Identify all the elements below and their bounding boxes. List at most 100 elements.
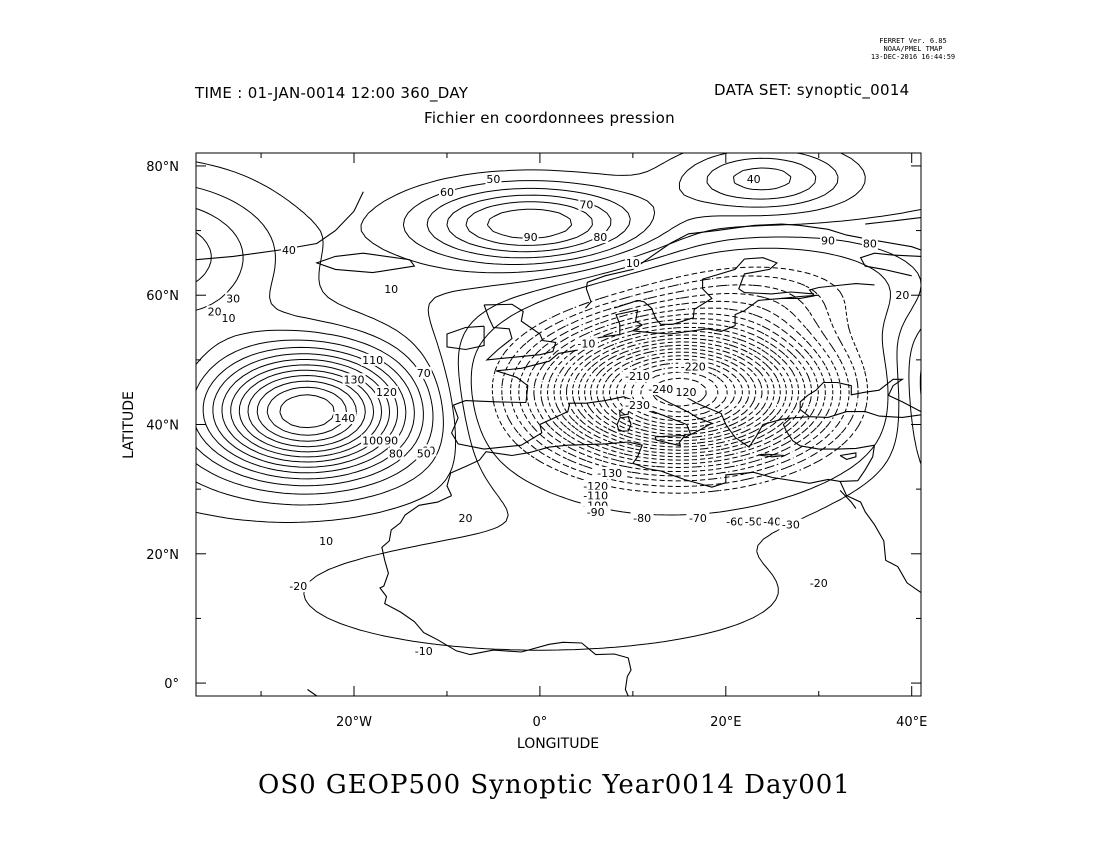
coastline <box>758 453 785 458</box>
coastline <box>859 252 921 277</box>
contour-lines <box>196 153 921 651</box>
contour-label-bg <box>584 505 608 518</box>
contour-label: 90 <box>524 231 538 244</box>
x-tick-label: 40°E <box>896 715 927 730</box>
contour-positive <box>196 153 839 495</box>
coastline <box>196 191 364 261</box>
contour-label-bg <box>206 305 223 318</box>
contour-label-bg <box>415 366 432 379</box>
contour-label: -90 <box>587 506 605 519</box>
contour-label-bg <box>361 434 385 447</box>
contour-positive <box>470 247 891 516</box>
contour-label-bg <box>387 447 404 460</box>
contour-label: 10 <box>319 535 333 548</box>
contour-negative <box>510 284 850 482</box>
contour-label-bg <box>861 237 878 250</box>
contour-negative <box>526 300 834 472</box>
contour-label-bg <box>580 479 611 492</box>
coastline <box>585 223 921 309</box>
contour-label: -120 <box>671 386 696 399</box>
contour-label-bg <box>383 434 400 447</box>
contour-label: -50 <box>745 515 763 528</box>
contour-label: -70 <box>689 512 707 525</box>
axis-ticks: 20°W 0° 20°E 40°E 0° 20°N 40°N 60°N 80°N <box>146 153 927 730</box>
y-tick-label: 20°N <box>146 548 179 563</box>
coastline <box>446 325 485 351</box>
contour-positive <box>279 394 335 429</box>
contour-label: -230 <box>625 399 650 412</box>
coastline <box>315 252 416 274</box>
contour-positive <box>212 208 573 468</box>
contour-positive <box>196 157 817 487</box>
contour-label: 50 <box>417 448 431 461</box>
coastline <box>379 495 632 696</box>
contour-label-bg <box>412 644 436 657</box>
contour-negative <box>501 275 859 487</box>
contour-label-bg <box>820 234 837 247</box>
coastline <box>446 417 876 496</box>
contour-label: 10 <box>384 283 398 296</box>
plot-subtitle: Fichier en coordonnees pression <box>424 109 675 127</box>
contour-label: 140 <box>334 412 355 425</box>
contour-label-bg <box>668 386 699 399</box>
contour-negative <box>547 318 812 461</box>
contour-label-bg <box>622 370 653 383</box>
contour-label-bg <box>760 515 784 528</box>
contour-negative <box>559 326 800 454</box>
contour-label-bg <box>592 231 609 244</box>
contour-label-bg <box>457 512 474 525</box>
contour-positive <box>247 375 366 448</box>
contour-label-bg <box>742 515 766 528</box>
contour-label: -20 <box>289 580 307 593</box>
contour-negative <box>596 348 763 435</box>
contour-label: 100 <box>362 435 383 448</box>
contour-label-bg <box>220 311 237 324</box>
contour-label: 90 <box>821 234 835 247</box>
contour-label: -10 <box>415 645 433 658</box>
y-tick-label: 60°N <box>146 289 179 304</box>
contour-negative <box>640 371 719 413</box>
contour-positive <box>196 153 921 506</box>
contour-label: -30 <box>782 519 800 532</box>
contour-label-bg <box>578 198 595 211</box>
coastlines <box>196 191 921 696</box>
coastline <box>614 257 815 325</box>
y-tick-label: 80°N <box>146 160 179 175</box>
x-tick-label: 20°E <box>710 715 741 730</box>
contour-negative <box>518 293 842 477</box>
dataset-label: DATA SET: synoptic_0014 <box>714 81 910 99</box>
contour-label: -210 <box>625 370 650 383</box>
y-tick-label: 40°N <box>146 419 179 434</box>
contour-label: 80 <box>863 238 877 251</box>
plot-title: OS0 GEOP500 Synoptic Year0014 Day001 <box>258 770 851 800</box>
contour-label-bg <box>624 256 641 269</box>
contour-label-bg <box>622 399 653 412</box>
contour-negative <box>491 266 869 494</box>
contour-label: 90 <box>384 435 398 448</box>
contour-label: -80 <box>633 512 651 525</box>
coastline <box>799 378 921 418</box>
contour-label-bg <box>645 382 676 395</box>
contour-label: 40 <box>747 173 761 186</box>
contour-label-bg <box>678 360 709 373</box>
contour-label-bg <box>375 386 399 399</box>
contour-label-bg <box>745 172 762 185</box>
contour-label-bg <box>723 515 747 528</box>
ferret-org: NOAA/PMEL TMAP <box>883 45 943 53</box>
contour-negative <box>553 322 806 458</box>
contour-label-bg <box>522 231 539 244</box>
contour-label-bg <box>361 353 385 366</box>
contour-label-bg <box>574 337 598 350</box>
contour-label: 80 <box>389 448 403 461</box>
contour-label: 130 <box>344 373 365 386</box>
contour-label-bg <box>225 292 242 305</box>
contour-label: -10 <box>577 338 595 351</box>
coastline <box>450 387 810 450</box>
contour-positive <box>196 209 921 523</box>
coastline <box>654 434 687 447</box>
contour-label-bg <box>383 282 400 295</box>
ferret-version: FERRET Ver. 6.85 <box>879 37 947 45</box>
